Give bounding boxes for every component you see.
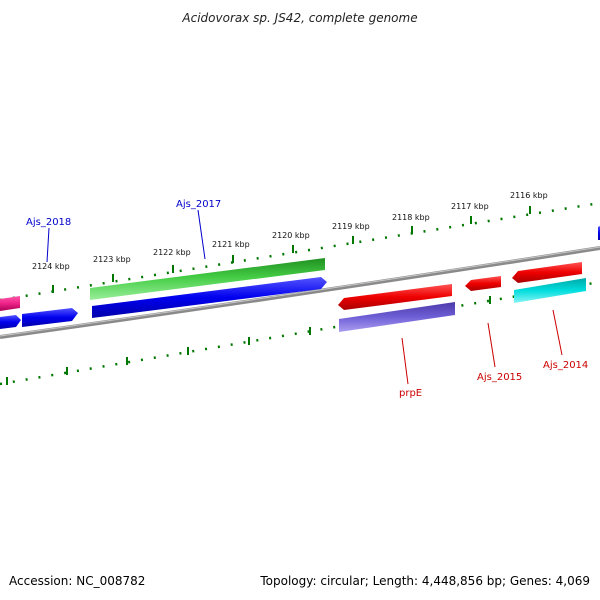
cds-ajs-2018[interactable]	[22, 308, 78, 327]
cds-ajs-2017[interactable]	[92, 277, 327, 318]
label-leader-prpe	[401, 337, 409, 385]
lower-scale-track	[0, 280, 600, 386]
gene-label-ajs-2015[interactable]: Ajs_2015	[477, 372, 522, 383]
gene-label-ajs-2014[interactable]: Ajs_2014	[543, 360, 588, 371]
cds-left-edge[interactable]	[0, 315, 21, 329]
accession-text: Accession: NC_008782	[9, 574, 146, 588]
purple-feature[interactable]	[339, 302, 455, 332]
green-feature[interactable]	[90, 258, 325, 300]
label-leader-ajs-2017	[197, 209, 206, 260]
gene-label-ajs-2018[interactable]: Ajs_2018	[26, 217, 71, 228]
tick-label-2117: 2117 kbp	[451, 202, 489, 211]
cds-prpe[interactable]	[338, 284, 452, 310]
tick-label-2116: 2116 kbp	[510, 191, 548, 200]
tick-label-2118: 2118 kbp	[392, 213, 430, 222]
pink-feature[interactable]	[0, 296, 20, 311]
tick-label-2121: 2121 kbp	[212, 240, 250, 249]
upper-major-ticks	[52, 206, 531, 293]
tick-label-2123: 2123 kbp	[93, 255, 131, 264]
label-leader-ajs-2014	[552, 309, 563, 356]
genome-backbone	[0, 246, 600, 339]
label-leader-ajs-2018	[46, 227, 50, 263]
cds-ajs-2015[interactable]	[465, 276, 501, 291]
tick-label-2122: 2122 kbp	[153, 248, 191, 257]
tick-label-2120: 2120 kbp	[272, 231, 310, 240]
gene-label-ajs-2017[interactable]: Ajs_2017	[176, 199, 221, 210]
tick-label-2124: 2124 kbp	[32, 262, 70, 271]
genome-summary-text: Topology: circular; Length: 4,448,856 bp…	[260, 574, 590, 588]
genome-backbone-highlight	[0, 246, 600, 337]
scale-tick-labels: 2124 kbp 2123 kbp 2122 kbp 2121 kbp 2120…	[32, 191, 548, 271]
cds-ajs-2014[interactable]	[512, 262, 582, 283]
lower-major-ticks	[6, 286, 551, 385]
tick-label-2119: 2119 kbp	[332, 222, 370, 231]
label-leader-ajs-2015	[487, 322, 496, 368]
map-title: Acidovorax sp. JS42, complete genome	[181, 11, 417, 25]
cyan-feature[interactable]	[514, 278, 586, 303]
gene-label-prpe[interactable]: prpE	[399, 388, 422, 399]
